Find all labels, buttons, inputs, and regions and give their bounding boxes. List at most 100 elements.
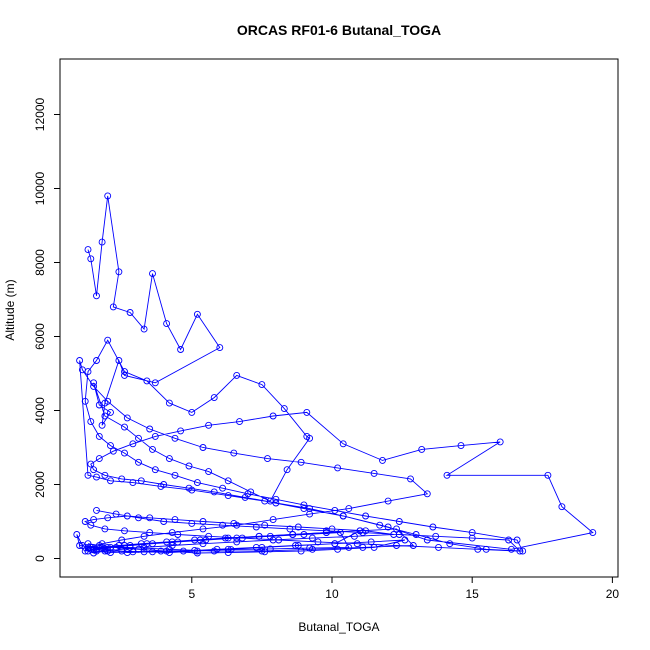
data-point xyxy=(331,506,339,514)
data-point xyxy=(135,458,142,466)
data-point xyxy=(294,523,302,531)
data-point xyxy=(87,255,95,263)
data-point xyxy=(149,270,156,278)
data-point xyxy=(558,503,566,511)
data-point xyxy=(306,544,314,552)
data-point xyxy=(292,542,299,549)
x-tick-label: 15 xyxy=(466,587,480,601)
data-point xyxy=(160,518,168,525)
data-point xyxy=(121,449,128,457)
data-point xyxy=(266,545,274,553)
data-point xyxy=(233,534,241,542)
y-tick-label: 8000 xyxy=(33,249,47,276)
data-point xyxy=(429,523,437,531)
data-point xyxy=(379,456,386,464)
data-point xyxy=(146,529,154,537)
data-point xyxy=(221,534,229,542)
data-point xyxy=(177,427,185,435)
data-point xyxy=(123,512,131,520)
data-point xyxy=(137,540,145,548)
data-point xyxy=(135,434,142,442)
data-point xyxy=(93,292,100,300)
data-point xyxy=(370,469,378,477)
data-point xyxy=(171,434,179,442)
data-point xyxy=(219,484,227,492)
y-tick-label: 2000 xyxy=(33,471,47,498)
data-point xyxy=(339,440,347,448)
data-point xyxy=(126,309,134,316)
data-point xyxy=(174,538,182,546)
data-point xyxy=(140,325,148,333)
data-point xyxy=(269,412,277,420)
data-point xyxy=(101,471,109,479)
plot-frame xyxy=(59,58,619,578)
data-point xyxy=(109,447,117,455)
data-point xyxy=(115,268,123,276)
data-point xyxy=(199,525,207,533)
data-point xyxy=(314,538,322,546)
data-point xyxy=(87,521,95,529)
data-point xyxy=(219,521,227,529)
y-tick-label: 12000 xyxy=(33,97,47,131)
data-point xyxy=(121,527,128,535)
data-point xyxy=(137,477,145,485)
data-point xyxy=(81,397,89,405)
data-point xyxy=(90,516,98,524)
data-point xyxy=(193,479,201,487)
data-point xyxy=(401,536,409,544)
data-point xyxy=(87,460,95,468)
data-point xyxy=(446,540,454,548)
data-point xyxy=(193,549,201,557)
data-point xyxy=(339,512,347,520)
data-point xyxy=(516,547,524,555)
y-tick-label: 0 xyxy=(33,555,47,562)
data-point xyxy=(193,310,201,318)
data-point xyxy=(513,536,521,544)
data-point xyxy=(174,531,182,538)
data-point xyxy=(121,368,128,376)
data-point xyxy=(101,525,109,533)
data-point xyxy=(589,529,597,537)
data-point xyxy=(328,525,336,533)
data-point xyxy=(353,540,361,548)
x-tick-label: 20 xyxy=(606,587,620,601)
data-point xyxy=(286,525,294,533)
data-point xyxy=(143,377,151,385)
data-point xyxy=(168,542,176,549)
x-tick-label: 10 xyxy=(325,587,339,601)
data-point xyxy=(151,466,159,474)
data-point xyxy=(297,547,305,555)
series-layer xyxy=(73,192,597,557)
data-point xyxy=(345,505,353,513)
data-point xyxy=(140,548,148,556)
data-point xyxy=(252,523,260,531)
data-point xyxy=(496,438,504,446)
data-point xyxy=(283,466,291,474)
data-point xyxy=(261,548,269,556)
data-point xyxy=(121,371,128,379)
data-point xyxy=(350,532,358,540)
data-point xyxy=(356,527,364,535)
data-point xyxy=(297,458,305,466)
data-point xyxy=(135,545,142,553)
data-point xyxy=(300,531,308,538)
data-point xyxy=(76,542,84,549)
data-point xyxy=(407,475,414,483)
data-point xyxy=(93,357,100,364)
data-point xyxy=(129,440,137,448)
data-point xyxy=(163,538,171,546)
data-point xyxy=(129,479,137,487)
data-point xyxy=(331,540,339,548)
data-point xyxy=(146,425,154,433)
data-point xyxy=(163,547,171,555)
data-point xyxy=(115,357,123,364)
data-point xyxy=(418,445,426,453)
data-point xyxy=(81,518,89,525)
data-point xyxy=(188,486,196,494)
data-point xyxy=(149,540,156,548)
data-point xyxy=(84,471,92,479)
data-point xyxy=(123,414,131,422)
data-point xyxy=(107,477,114,485)
data-point xyxy=(109,303,117,311)
